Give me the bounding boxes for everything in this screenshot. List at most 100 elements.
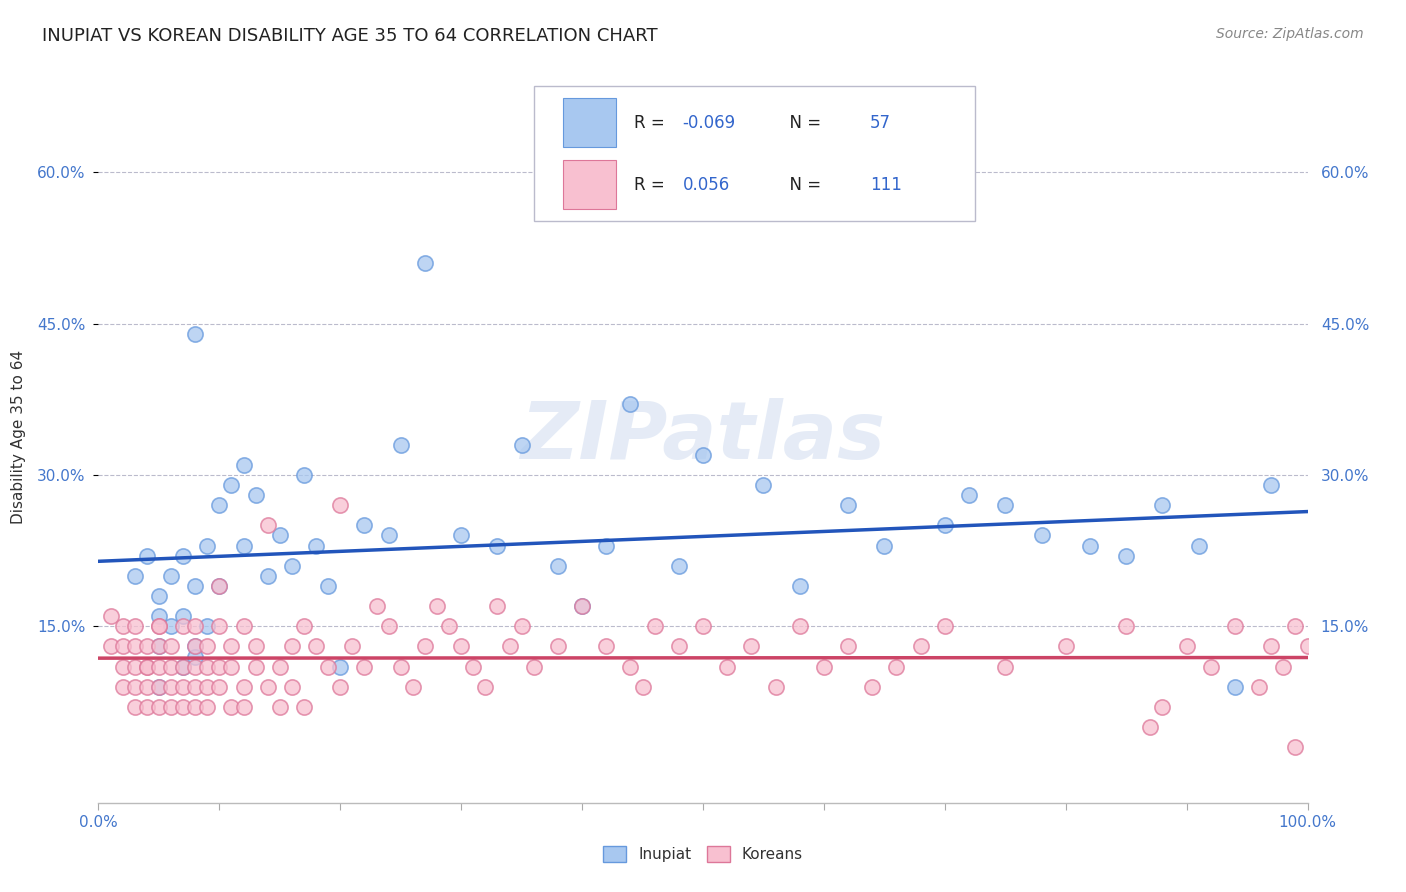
Point [692, 619, 714, 633]
Point [195, 539, 218, 553]
Point [281, 558, 304, 573]
Text: R =: R = [634, 176, 675, 194]
Point [353, 518, 375, 533]
Point [1223, 680, 1246, 694]
Point [256, 680, 278, 694]
Point [329, 680, 352, 694]
Point [1152, 498, 1174, 512]
Point [135, 680, 157, 694]
Text: N =: N = [779, 176, 827, 194]
Point [957, 488, 980, 502]
Point [789, 579, 811, 593]
Point [184, 680, 207, 694]
Point [366, 599, 388, 613]
Point [789, 619, 811, 633]
Point [135, 549, 157, 563]
Point [195, 700, 218, 714]
Point [172, 609, 194, 624]
Text: R =: R = [634, 113, 671, 131]
Point [232, 680, 254, 694]
Point [292, 619, 315, 633]
Text: INUPIAT VS KOREAN DISABILITY AGE 35 TO 64 CORRELATION CHART: INUPIAT VS KOREAN DISABILITY AGE 35 TO 6… [42, 27, 658, 45]
Point [184, 700, 207, 714]
Point [195, 640, 218, 654]
Point [172, 659, 194, 673]
Point [1284, 740, 1306, 755]
Point [160, 640, 183, 654]
Point [668, 558, 690, 573]
Point [269, 700, 291, 714]
Text: ZIPatlas: ZIPatlas [520, 398, 886, 476]
Point [934, 518, 956, 533]
Point [195, 619, 218, 633]
Point [1188, 539, 1211, 553]
Point [245, 640, 267, 654]
Point [148, 659, 170, 673]
Point [619, 397, 641, 411]
Point [571, 599, 593, 613]
Point [1054, 640, 1077, 654]
Point [342, 640, 364, 654]
Point [510, 619, 533, 633]
Point [1175, 640, 1198, 654]
Point [100, 640, 122, 654]
Point [124, 640, 146, 654]
Point [269, 528, 291, 542]
FancyBboxPatch shape [534, 86, 976, 221]
Point [692, 448, 714, 462]
Point [148, 680, 170, 694]
Point [595, 539, 617, 553]
Point [1249, 680, 1271, 694]
Point [160, 619, 183, 633]
Point [426, 599, 449, 613]
Point [305, 640, 328, 654]
Point [1272, 659, 1295, 673]
Point [208, 579, 231, 593]
Point [1115, 619, 1137, 633]
Text: Source: ZipAtlas.com: Source: ZipAtlas.com [1216, 27, 1364, 41]
Point [195, 659, 218, 673]
Point [910, 640, 932, 654]
Point [221, 478, 243, 492]
Point [413, 256, 436, 270]
Point [184, 659, 207, 673]
Point [148, 700, 170, 714]
Point [232, 700, 254, 714]
Text: N =: N = [779, 113, 827, 131]
Point [124, 680, 146, 694]
Point [208, 619, 231, 633]
Point [1139, 720, 1161, 734]
Point [837, 498, 859, 512]
FancyBboxPatch shape [562, 98, 616, 147]
Point [221, 700, 243, 714]
Point [353, 659, 375, 673]
Point [1152, 700, 1174, 714]
Point [184, 579, 207, 593]
Point [269, 659, 291, 673]
Point [813, 659, 835, 673]
Point [1296, 640, 1319, 654]
Point [305, 539, 328, 553]
Point [184, 326, 207, 341]
Point [463, 659, 485, 673]
Point [111, 640, 134, 654]
Point [740, 640, 762, 654]
Point [135, 640, 157, 654]
Point [437, 619, 460, 633]
Point [644, 619, 666, 633]
Point [389, 659, 412, 673]
Point [619, 659, 641, 673]
Point [232, 458, 254, 472]
Point [377, 619, 399, 633]
Point [111, 619, 134, 633]
Point [281, 640, 304, 654]
Point [148, 619, 170, 633]
Point [160, 680, 183, 694]
Point [208, 498, 231, 512]
Point [1115, 549, 1137, 563]
Point [256, 569, 278, 583]
Point [934, 619, 956, 633]
Point [135, 659, 157, 673]
Point [292, 467, 315, 482]
Point [184, 619, 207, 633]
